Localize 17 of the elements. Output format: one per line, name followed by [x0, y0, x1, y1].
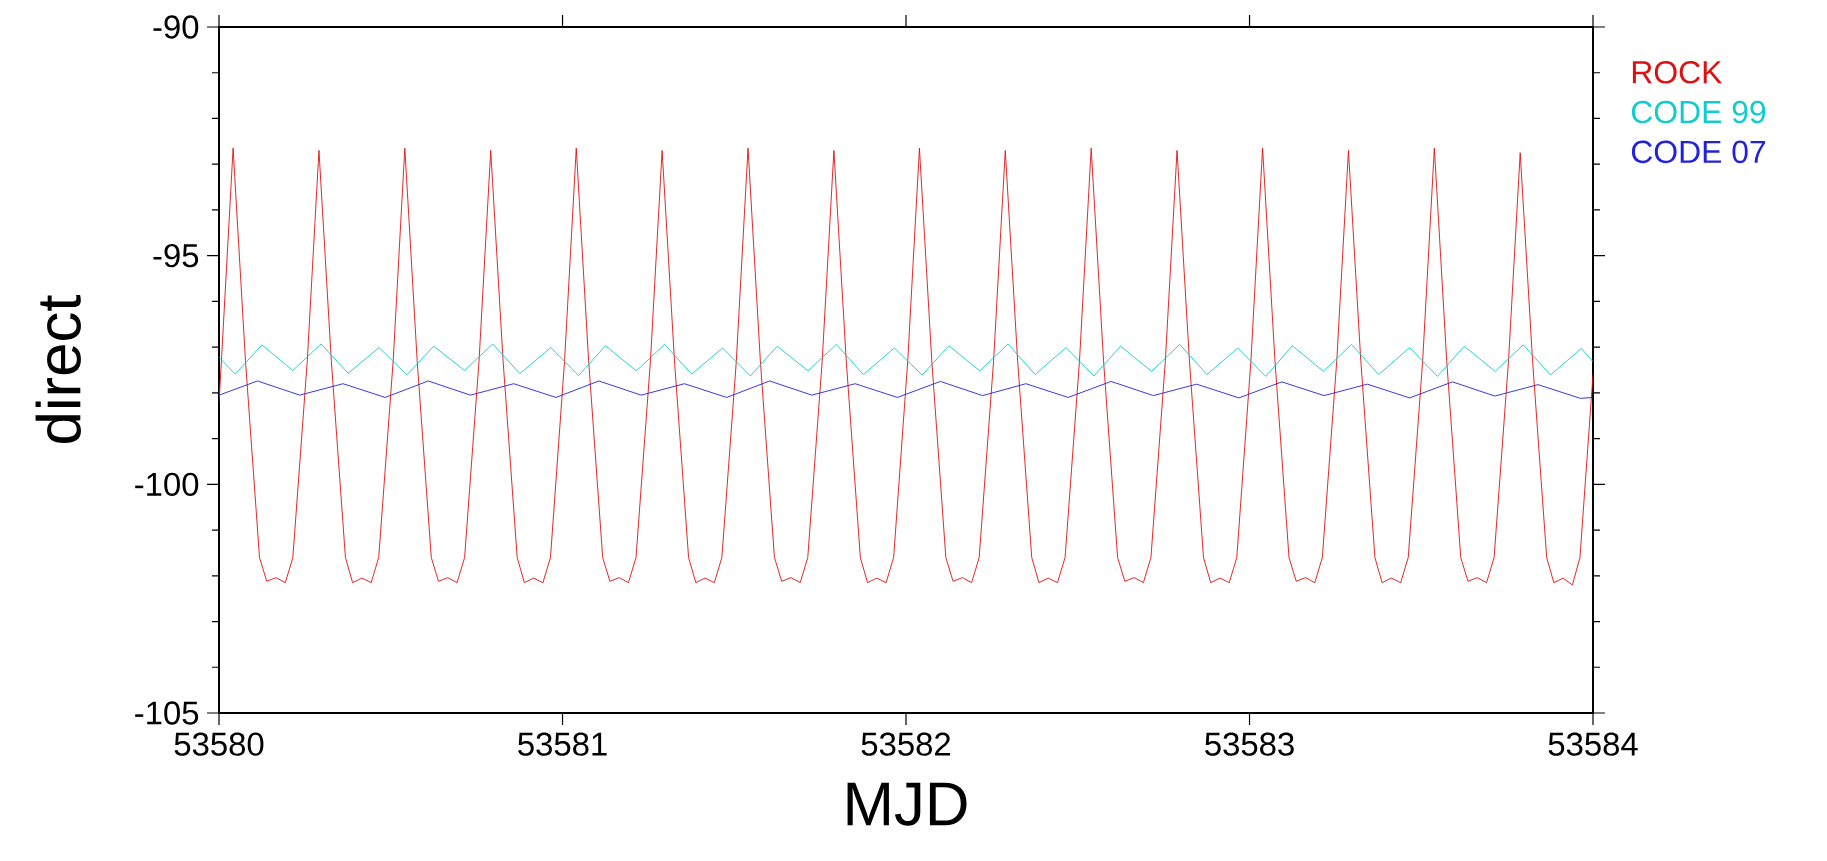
y-tick-label: -105	[135, 701, 199, 725]
x-axis-title: MJD	[847, 782, 967, 826]
line-series	[219, 147, 1593, 586]
text: CODE 07	[1631, 140, 1766, 164]
y-tick-label: -100	[135, 472, 199, 496]
x-tick-label: 53582	[861, 732, 951, 756]
x-tick-label: 53581	[518, 732, 607, 756]
line-series	[219, 343, 1593, 377]
x-tick-label: 53583	[1205, 732, 1294, 756]
y-tick-label: -95	[153, 244, 199, 268]
text: ROCK	[1632, 60, 1723, 84]
y-tick-label: -90	[153, 15, 199, 39]
x-tick-label: 53580	[174, 732, 264, 756]
x-tick-label: 53584	[1548, 732, 1638, 756]
line-series	[219, 380, 1593, 399]
y-axis-title: direct	[35, 294, 81, 443]
text: CODE 99	[1631, 100, 1766, 124]
